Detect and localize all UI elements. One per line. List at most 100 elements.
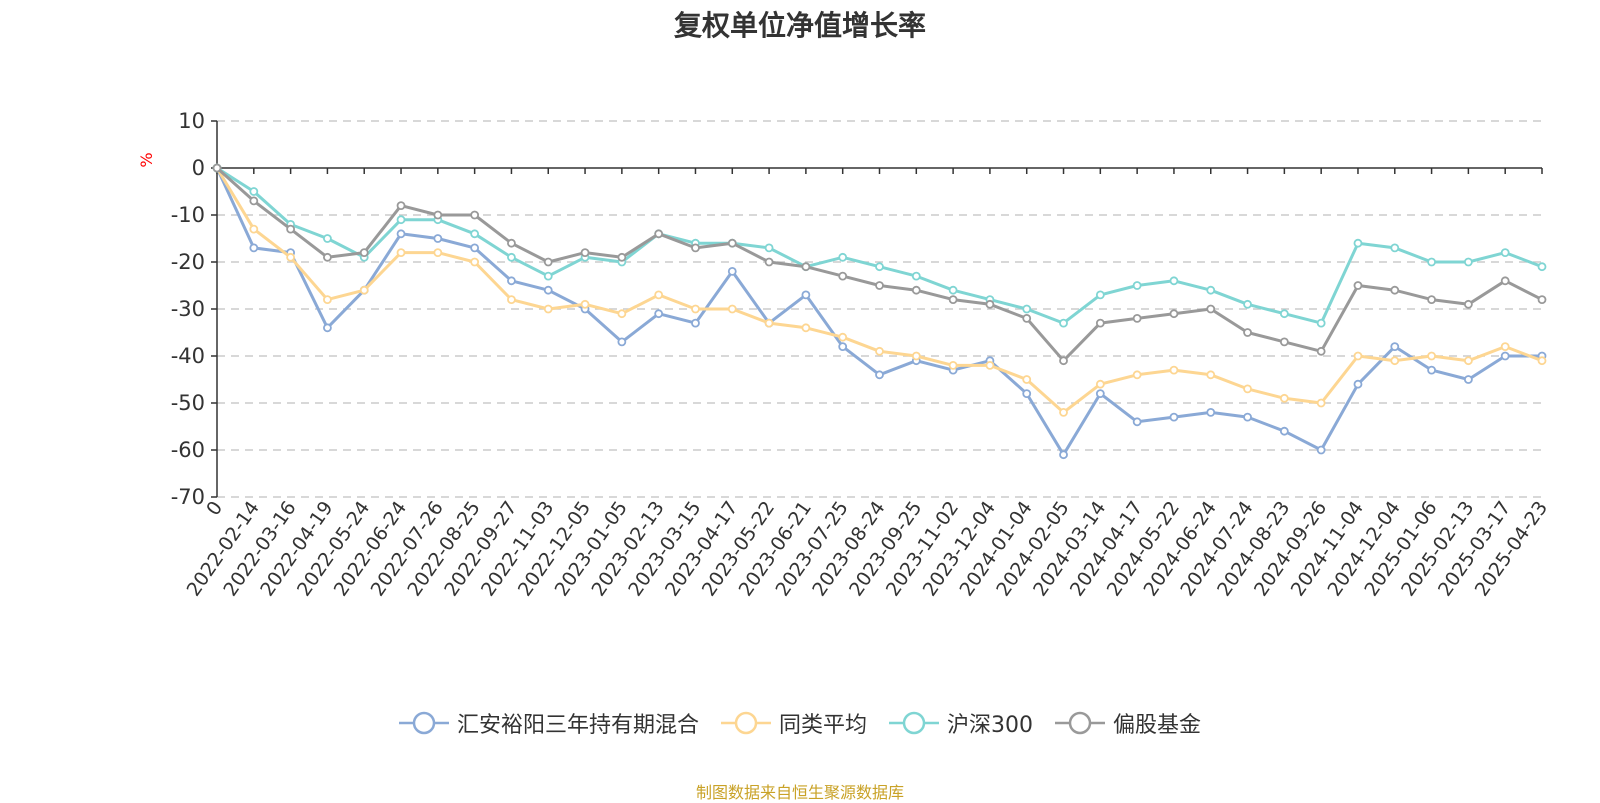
data-point: [470, 210, 480, 220]
data-point: [1169, 309, 1179, 319]
data-point: [323, 234, 332, 243]
data-point: [801, 262, 811, 272]
series-3: [212, 163, 1547, 366]
data-point: [580, 248, 590, 258]
y-tick-label: 0: [192, 156, 205, 180]
data-point: [1132, 370, 1142, 380]
data-point: [1132, 281, 1142, 290]
data-point: [801, 323, 811, 333]
series-line: [216, 166, 1543, 325]
legend-label: 汇安裕阳三年持有期混合: [456, 713, 699, 738]
legend-item[interactable]: 偏股基金: [1055, 707, 1201, 739]
data-point: [1279, 309, 1289, 319]
data-point: [1279, 393, 1289, 403]
x-tick-labels: 02022-02-142022-03-162022-04-192022-05-2…: [183, 497, 1553, 600]
data-point: [507, 238, 516, 248]
data-point: [543, 257, 553, 267]
data-point: [948, 295, 958, 305]
data-point: [1537, 262, 1547, 272]
legend-item[interactable]: 同类平均: [720, 707, 867, 739]
data-point: [801, 290, 811, 300]
data-point: [249, 187, 259, 196]
data-point: [249, 243, 259, 253]
data-point: [1169, 276, 1179, 286]
data-point: [838, 342, 848, 352]
legend-item[interactable]: 汇安裕阳三年持有期混合: [398, 707, 699, 739]
data-point: [1206, 285, 1216, 295]
data-point: [1353, 281, 1363, 290]
data-point: [1095, 290, 1105, 300]
series-lines: [212, 163, 1547, 460]
data-point: [433, 234, 443, 243]
data-point: [1427, 257, 1436, 267]
y-tick-labels: 10 0 -10 -20 -30 -40 -50 -60 -70: [171, 109, 205, 509]
data-point: [1022, 375, 1032, 384]
data-point: [764, 257, 774, 267]
y-tick-label: -60: [171, 438, 205, 462]
y-axis-label: %: [137, 152, 156, 167]
data-point: [948, 285, 958, 295]
source-note: 制图数据来自恒生聚源数据库: [695, 783, 904, 802]
chart-title: 复权单位净值增长率: [673, 9, 926, 42]
x-tick-label: 0: [202, 497, 227, 520]
legend-label: 同类平均: [778, 713, 867, 738]
data-point: [654, 229, 664, 239]
y-tick-label: -70: [171, 485, 205, 509]
series-2: [212, 163, 1547, 328]
y-tick-label: -30: [171, 297, 205, 321]
data-point: [1169, 365, 1179, 375]
legend-marker-icon: [720, 711, 771, 735]
data-point: [323, 295, 332, 305]
legend-marker-icon: [1055, 711, 1105, 735]
data-point: [691, 304, 700, 314]
data-point: [1132, 417, 1142, 427]
data-point: [911, 285, 921, 295]
data-point: [580, 299, 590, 309]
data-point: [286, 252, 296, 262]
data-point: [985, 299, 995, 309]
data-point: [617, 309, 627, 319]
data-point: [1059, 356, 1068, 366]
data-point: [1316, 318, 1326, 328]
data-point: [1390, 342, 1400, 352]
data-point: [691, 243, 700, 253]
data-point: [1463, 356, 1473, 366]
data-point: [1500, 248, 1510, 258]
legend-item[interactable]: 沪深300: [889, 707, 1033, 739]
data-point: [1059, 318, 1068, 328]
data-point: [543, 285, 553, 295]
data-point: [1279, 337, 1289, 347]
data-point: [654, 309, 664, 319]
data-point: [1206, 304, 1216, 314]
data-point: [470, 257, 480, 267]
data-point: [911, 351, 921, 361]
data-point: [985, 360, 995, 370]
data-point: [323, 252, 332, 262]
data-point: [543, 304, 553, 314]
data-point: [875, 262, 884, 272]
y-tick-label: -20: [171, 250, 205, 274]
data-point: [1169, 412, 1179, 422]
data-point: [1500, 276, 1510, 286]
data-point: [1243, 299, 1252, 309]
data-point: [1206, 370, 1216, 380]
data-point: [507, 252, 516, 262]
data-point: [1243, 328, 1252, 337]
data-point: [396, 215, 406, 225]
data-point: [1095, 389, 1105, 399]
data-point: [1022, 389, 1032, 399]
data-point: [764, 318, 774, 328]
data-point: [1022, 313, 1032, 323]
series-1: [212, 163, 1547, 417]
data-point: [838, 332, 848, 342]
data-point: [1427, 351, 1436, 361]
data-point: [1316, 398, 1326, 408]
data-point: [1427, 365, 1436, 375]
data-point: [1353, 238, 1363, 248]
data-point: [1427, 295, 1436, 305]
data-point: [617, 252, 627, 262]
y-tick-label: -40: [171, 344, 205, 368]
data-point: [359, 285, 369, 295]
data-point: [433, 210, 443, 220]
data-point: [1390, 243, 1400, 253]
